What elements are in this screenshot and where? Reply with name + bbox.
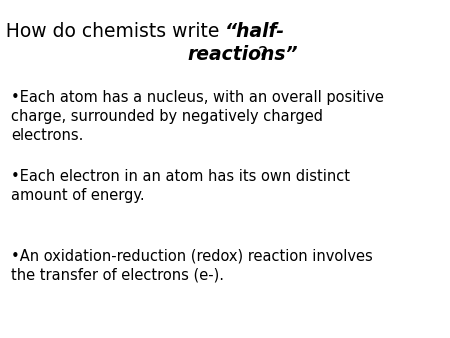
Text: •An oxidation-reduction (redox) reaction involves
the transfer of electrons (e-): •An oxidation-reduction (redox) reaction…: [11, 248, 373, 283]
Text: Aim:  How do chemists write: Aim: How do chemists write: [0, 22, 225, 41]
Text: reactions”: reactions”: [188, 45, 298, 64]
Text: “half-: “half-: [225, 22, 285, 41]
Text: •Each electron in an atom has its own distinct
amount of energy.: •Each electron in an atom has its own di…: [11, 169, 350, 203]
Text: •Each atom has a nucleus, with an overall positive
charge, surrounded by negativ: •Each atom has a nucleus, with an overal…: [11, 90, 384, 143]
Text: ?: ?: [257, 45, 267, 64]
